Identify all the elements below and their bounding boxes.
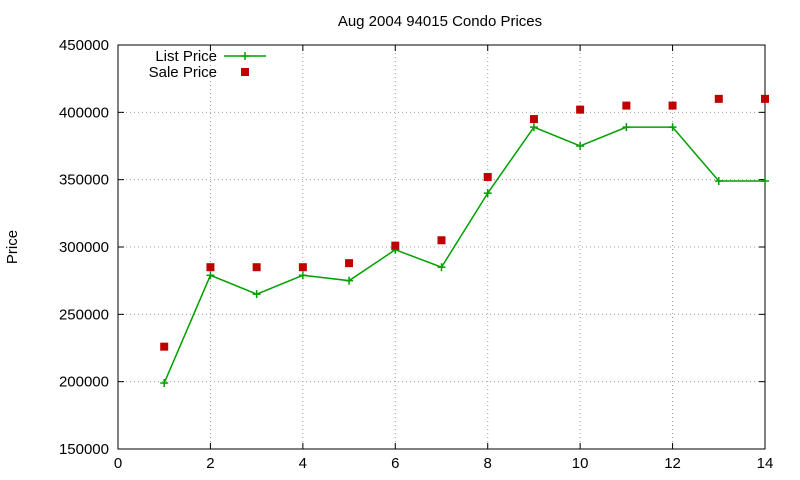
legend-marker: [241, 52, 249, 60]
data-point: [483, 172, 492, 181]
y-tick-label: 300000: [59, 239, 109, 256]
x-tick-label: 14: [757, 455, 774, 472]
data-point: [391, 241, 400, 250]
chart-title: Aug 2004 94015 Condo Prices: [338, 13, 542, 30]
x-tick-label: 8: [484, 455, 492, 472]
data-point: [437, 236, 446, 245]
x-tick-label: 12: [664, 455, 681, 472]
data-point: [206, 263, 215, 272]
data-point: [206, 271, 215, 280]
y-tick-label: 150000: [59, 441, 109, 458]
data-point: [622, 101, 631, 110]
y-tick-label: 350000: [59, 172, 109, 189]
y-axis-label: Price: [4, 230, 21, 264]
series-line: [163, 126, 765, 384]
legend-label: Sale Price: [149, 64, 217, 81]
data-point: [345, 276, 354, 285]
data-point: [529, 115, 538, 124]
data-point: [529, 123, 538, 132]
data-point: [714, 177, 723, 186]
x-tick-label: 0: [114, 455, 122, 472]
x-tick-label: 2: [206, 455, 214, 472]
data-point: [160, 342, 169, 351]
plot-series: [160, 94, 769, 388]
y-tick-label: 200000: [59, 374, 109, 391]
data-point: [160, 379, 169, 388]
data-point: [437, 263, 446, 272]
data-point: [668, 101, 677, 110]
data-point: [483, 189, 492, 198]
data-point: [252, 263, 261, 272]
plot-frame: [117, 44, 766, 450]
data-point: [298, 263, 307, 272]
legend-label: List Price: [155, 48, 217, 65]
data-point: [252, 290, 261, 299]
data-point: [345, 259, 354, 268]
y-tick-label: 400000: [59, 104, 109, 121]
axes: 0 2 4 6 8 10 12 14 150000 200000 250000 300000 35000…: [59, 37, 773, 472]
data-point: [668, 123, 677, 132]
data-point: [576, 105, 585, 114]
x-tick-label: 4: [299, 455, 307, 472]
data-point: [298, 271, 307, 280]
y-tick-label: 450000: [59, 37, 109, 54]
legend-marker: [241, 68, 249, 76]
x-tick-label: 6: [391, 455, 399, 472]
y-tick-label: 250000: [59, 306, 109, 323]
data-point: [622, 123, 631, 132]
data-point: [761, 94, 769, 103]
data-point: [714, 94, 723, 103]
series-list-price: [160, 123, 769, 388]
data-point: [576, 142, 585, 150]
series-sale-price: [160, 94, 769, 351]
data-point: [761, 177, 769, 186]
grid-lines: [118, 45, 765, 449]
x-tick-label: 10: [572, 455, 589, 472]
